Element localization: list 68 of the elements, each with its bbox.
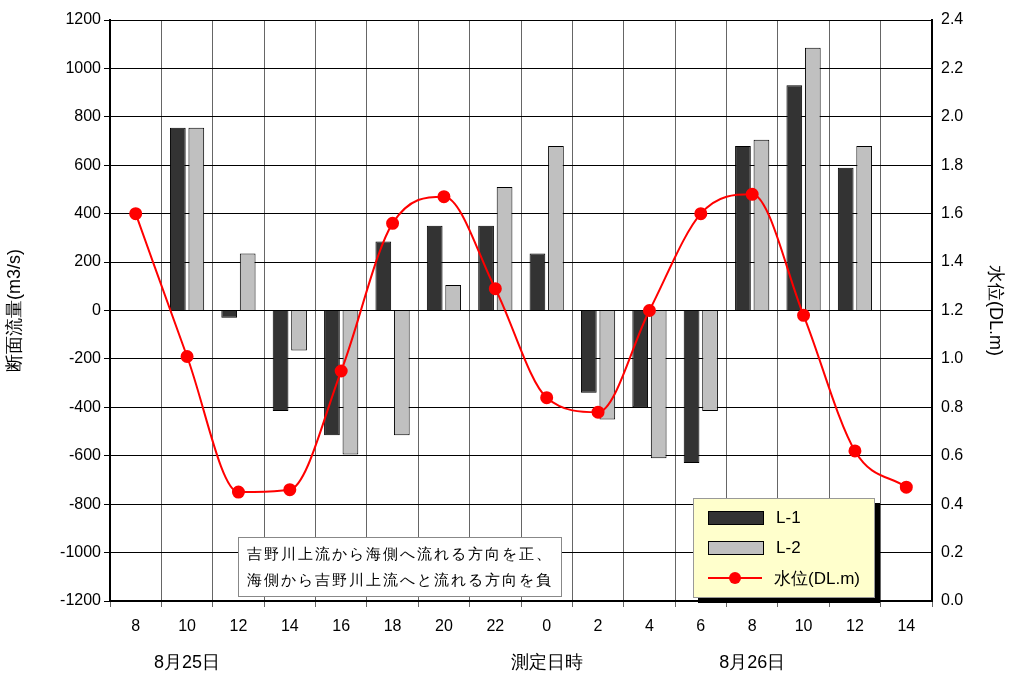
point [231, 485, 245, 499]
point [848, 444, 862, 458]
y-tick-label: -1000 [60, 542, 102, 560]
y-tick-label: 200 [74, 252, 102, 270]
x-tick-label: 16 [332, 617, 351, 635]
x-tick-label: 0 [542, 617, 552, 635]
x-axis-title: 測定日時 [510, 651, 583, 672]
x-tick-label: 8 [131, 617, 141, 635]
y-tick-label: -600 [68, 446, 102, 464]
y2-tick-label: 1.4 [941, 252, 964, 270]
y-tick-label: 0 [92, 300, 102, 318]
y2-axis-title: 水位(DL.m) [986, 265, 1007, 356]
y2-tick-label: 1.2 [941, 300, 964, 318]
point [334, 364, 348, 378]
x-tick-label: 12 [229, 617, 248, 635]
point [540, 391, 554, 405]
text: 8月26日 [719, 651, 786, 672]
point [283, 483, 297, 497]
y2-tick-label: 1.0 [941, 349, 964, 367]
point [488, 282, 502, 296]
point [386, 216, 400, 230]
y2-tick-label: 0.2 [941, 542, 964, 560]
text: 8月25日 [154, 651, 221, 672]
y-tick-label: -800 [68, 494, 102, 512]
y2-tick-label: 2.0 [941, 107, 964, 125]
legend-label: L-2 [776, 538, 801, 558]
point [591, 405, 605, 419]
x-tick-label: 12 [846, 617, 864, 635]
y2-tick-label: 1.8 [941, 155, 964, 173]
y2-tick-label: 0.0 [941, 591, 964, 609]
point [437, 190, 451, 204]
x-tick-label: 10 [178, 617, 197, 635]
y-tick-label: -400 [68, 397, 102, 415]
y2-tick-label: 0.8 [941, 397, 964, 415]
x-tick-label: 20 [435, 617, 453, 635]
x-tick-label: 18 [383, 617, 402, 635]
annotation: 海側から吉野川上流へと流れる方向を負 [247, 571, 553, 588]
y2-tick-label: 0.4 [941, 494, 964, 512]
x-tick-label: 2 [593, 617, 603, 635]
y2-tick-label: 0.6 [941, 446, 964, 464]
x-tick-label: 8 [747, 617, 757, 635]
point [899, 480, 913, 494]
y-tick-label: -200 [68, 349, 102, 367]
point [745, 187, 759, 201]
x-tick-label: 14 [280, 617, 299, 635]
point [180, 350, 194, 363]
x-tick-label: 14 [897, 617, 916, 635]
legend-label: 水位(DL.m) [774, 567, 860, 590]
y-tick-label: 1200 [65, 10, 102, 28]
y-tick-label: 1000 [65, 58, 102, 76]
y-tick-label: 800 [74, 107, 102, 125]
point [694, 207, 708, 221]
x-tick-label: 22 [486, 617, 505, 635]
point [129, 207, 143, 221]
x-tick-label: 6 [696, 617, 706, 635]
x-tick-label: 10 [794, 617, 813, 635]
y-tick-label: 600 [74, 155, 102, 173]
y2-tick-label: 1.6 [941, 204, 964, 222]
x-tick-label: 4 [644, 617, 654, 635]
y-axis-title: 断面流量(m3/s) [3, 249, 24, 372]
point [797, 308, 811, 322]
point [642, 304, 656, 317]
annotation: 吉野川上流から海側へ流れる方向を正、 [247, 545, 553, 562]
y2-tick-label: 2.4 [941, 10, 964, 28]
y-tick-label: 400 [74, 204, 102, 222]
y-tick-label: -1200 [60, 591, 102, 609]
y2-tick-label: 2.2 [941, 58, 964, 76]
legend-label: L-1 [776, 508, 801, 528]
